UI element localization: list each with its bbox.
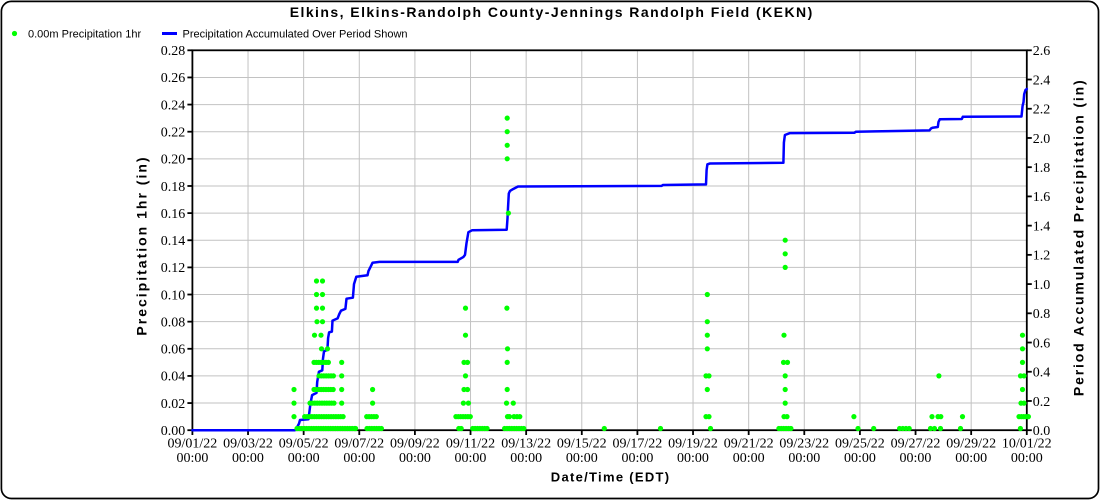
- svg-text:00:00: 00:00: [510, 451, 542, 466]
- svg-text:00:00: 00:00: [733, 451, 765, 466]
- svg-text:09/27/22: 09/27/22: [891, 437, 941, 452]
- svg-text:0.0: 0.0: [1033, 424, 1051, 439]
- svg-text:09/17/22: 09/17/22: [613, 437, 663, 452]
- svg-text:00:00: 00:00: [232, 451, 264, 466]
- svg-text:0.10: 0.10: [161, 288, 186, 303]
- svg-text:00:00: 00:00: [1011, 451, 1043, 466]
- svg-text:0.4: 0.4: [1033, 366, 1051, 381]
- svg-text:Period Accumulated Precipitati: Period Accumulated Precipitation (in): [1070, 78, 1086, 396]
- svg-text:0.00: 0.00: [161, 424, 186, 439]
- svg-text:2.4: 2.4: [1033, 73, 1051, 88]
- svg-text:00:00: 00:00: [677, 451, 709, 466]
- svg-text:00:00: 00:00: [788, 451, 820, 466]
- svg-text:09/19/22: 09/19/22: [668, 437, 718, 452]
- svg-text:0.06: 0.06: [161, 343, 186, 358]
- svg-text:0.6: 0.6: [1033, 336, 1051, 351]
- svg-text:0.24: 0.24: [161, 98, 186, 113]
- svg-text:10/01/22: 10/01/22: [1002, 437, 1052, 452]
- svg-text:0.20: 0.20: [161, 153, 186, 168]
- svg-text:09/29/22: 09/29/22: [946, 437, 996, 452]
- svg-text:2.2: 2.2: [1033, 103, 1051, 118]
- svg-text:09/07/22: 09/07/22: [334, 437, 384, 452]
- svg-text:0.12: 0.12: [161, 261, 186, 276]
- svg-text:09/15/22: 09/15/22: [557, 437, 607, 452]
- svg-text:09/13/22: 09/13/22: [501, 437, 551, 452]
- svg-text:0.16: 0.16: [161, 207, 186, 222]
- svg-text:2.0: 2.0: [1033, 132, 1051, 147]
- svg-text:00:00: 00:00: [621, 451, 653, 466]
- svg-text:0.14: 0.14: [161, 234, 186, 249]
- svg-text:Precipitation 1hr (in): Precipitation 1hr (in): [134, 155, 150, 335]
- svg-text:Precipitation Accumulated Over: Precipitation Accumulated Over Period Sh…: [183, 29, 408, 41]
- svg-text:1.0: 1.0: [1033, 278, 1051, 293]
- svg-text:0.28: 0.28: [161, 44, 186, 59]
- svg-text:09/23/22: 09/23/22: [779, 437, 829, 452]
- svg-text:1.4: 1.4: [1033, 219, 1051, 234]
- svg-text:00:00: 00:00: [288, 451, 320, 466]
- svg-text:0.22: 0.22: [161, 126, 186, 141]
- svg-text:0.8: 0.8: [1033, 307, 1051, 322]
- svg-text:09/03/22: 09/03/22: [223, 437, 273, 452]
- svg-text:00:00: 00:00: [343, 451, 375, 466]
- svg-text:Elkins, Elkins-Randolph County: Elkins, Elkins-Randolph County-Jennings …: [290, 4, 814, 20]
- svg-text:0.02: 0.02: [161, 397, 186, 412]
- svg-text:00:00: 00:00: [900, 451, 932, 466]
- svg-text:09/05/22: 09/05/22: [279, 437, 329, 452]
- svg-text:1.6: 1.6: [1033, 190, 1051, 205]
- svg-text:0.18: 0.18: [161, 180, 186, 195]
- svg-text:09/25/22: 09/25/22: [835, 437, 885, 452]
- svg-text:09/09/22: 09/09/22: [390, 437, 440, 452]
- svg-text:00:00: 00:00: [455, 451, 487, 466]
- svg-text:09/01/22: 09/01/22: [168, 437, 218, 452]
- svg-text:0.26: 0.26: [161, 71, 186, 86]
- svg-text:2.6: 2.6: [1033, 44, 1051, 59]
- svg-text:09/21/22: 09/21/22: [724, 437, 774, 452]
- svg-text:0.04: 0.04: [161, 370, 186, 385]
- svg-text:00:00: 00:00: [844, 451, 876, 466]
- svg-text:Date/Time (EDT): Date/Time (EDT): [551, 470, 671, 485]
- svg-text:1.8: 1.8: [1033, 161, 1051, 176]
- svg-text:00:00: 00:00: [176, 451, 208, 466]
- svg-text:00:00: 00:00: [955, 451, 987, 466]
- svg-text:00:00: 00:00: [566, 451, 598, 466]
- svg-text:00:00: 00:00: [399, 451, 431, 466]
- svg-text:0.2: 0.2: [1033, 395, 1051, 410]
- svg-text:09/11/22: 09/11/22: [446, 437, 495, 452]
- svg-text:0.00m Precipitation 1hr: 0.00m Precipitation 1hr: [28, 29, 141, 41]
- svg-text:0.08: 0.08: [161, 316, 186, 331]
- svg-text:1.2: 1.2: [1033, 249, 1051, 264]
